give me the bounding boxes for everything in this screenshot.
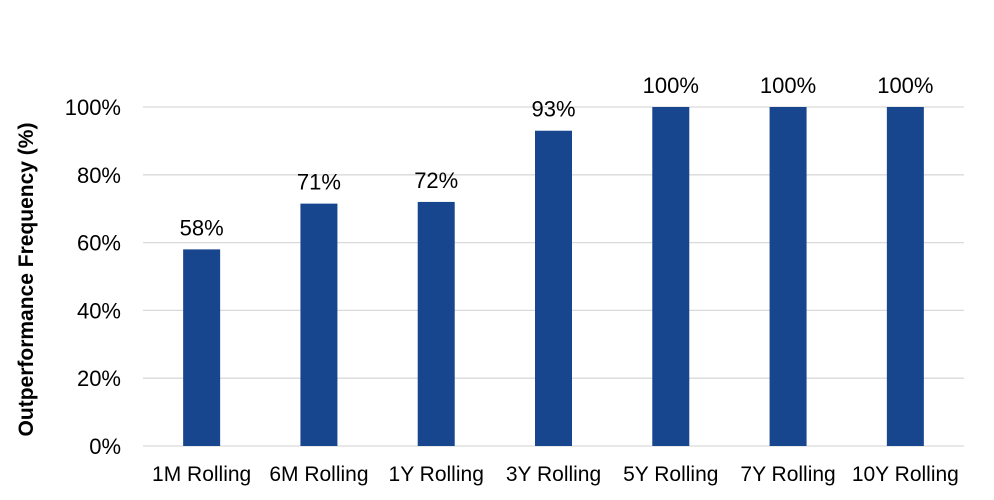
- y-tick-label: 80%: [77, 163, 121, 188]
- y-tick-label: 100%: [65, 95, 121, 120]
- y-tick-label: 0%: [89, 434, 121, 459]
- bar: [417, 201, 455, 446]
- x-tick-label: 10Y Rolling: [852, 463, 959, 486]
- data-label: 100%: [760, 73, 816, 98]
- data-label: 100%: [643, 73, 699, 98]
- bars: [183, 107, 924, 447]
- y-tick-labels: 0% 20% 40% 60% 80% 100%: [65, 95, 121, 459]
- data-label: 93%: [531, 97, 575, 122]
- bar: [886, 107, 924, 446]
- y-tick-label: 20%: [77, 366, 121, 391]
- data-label: 72%: [414, 168, 458, 193]
- x-tick-label: 1M Rolling: [152, 463, 251, 486]
- bar: [535, 130, 572, 447]
- bar: [652, 107, 690, 446]
- data-label: 58%: [180, 215, 224, 240]
- data-label: 100%: [877, 73, 933, 98]
- bar: [769, 107, 807, 446]
- x-tick-label: 3Y Rolling: [506, 463, 601, 486]
- data-label: 71%: [297, 170, 341, 195]
- x-tick-label: 1Y Rolling: [389, 463, 484, 486]
- y-tick-label: 60%: [77, 231, 121, 256]
- bar: [300, 203, 338, 446]
- x-tick-label: 5Y Rolling: [623, 463, 718, 486]
- x-tick-label: 7Y Rolling: [740, 463, 835, 486]
- data-labels: 58% 71% 72% 93% 100% 100% 100%: [180, 73, 934, 240]
- x-tick-labels: 1M Rolling 6M Rolling 1Y Rolling 3Y Rolling…: [152, 463, 959, 486]
- y-tick-label: 40%: [77, 298, 121, 323]
- y-axis-label: Outperformance Frequency (%): [15, 123, 38, 437]
- bar: [183, 249, 221, 446]
- x-tick-label: 6M Rolling: [269, 463, 368, 486]
